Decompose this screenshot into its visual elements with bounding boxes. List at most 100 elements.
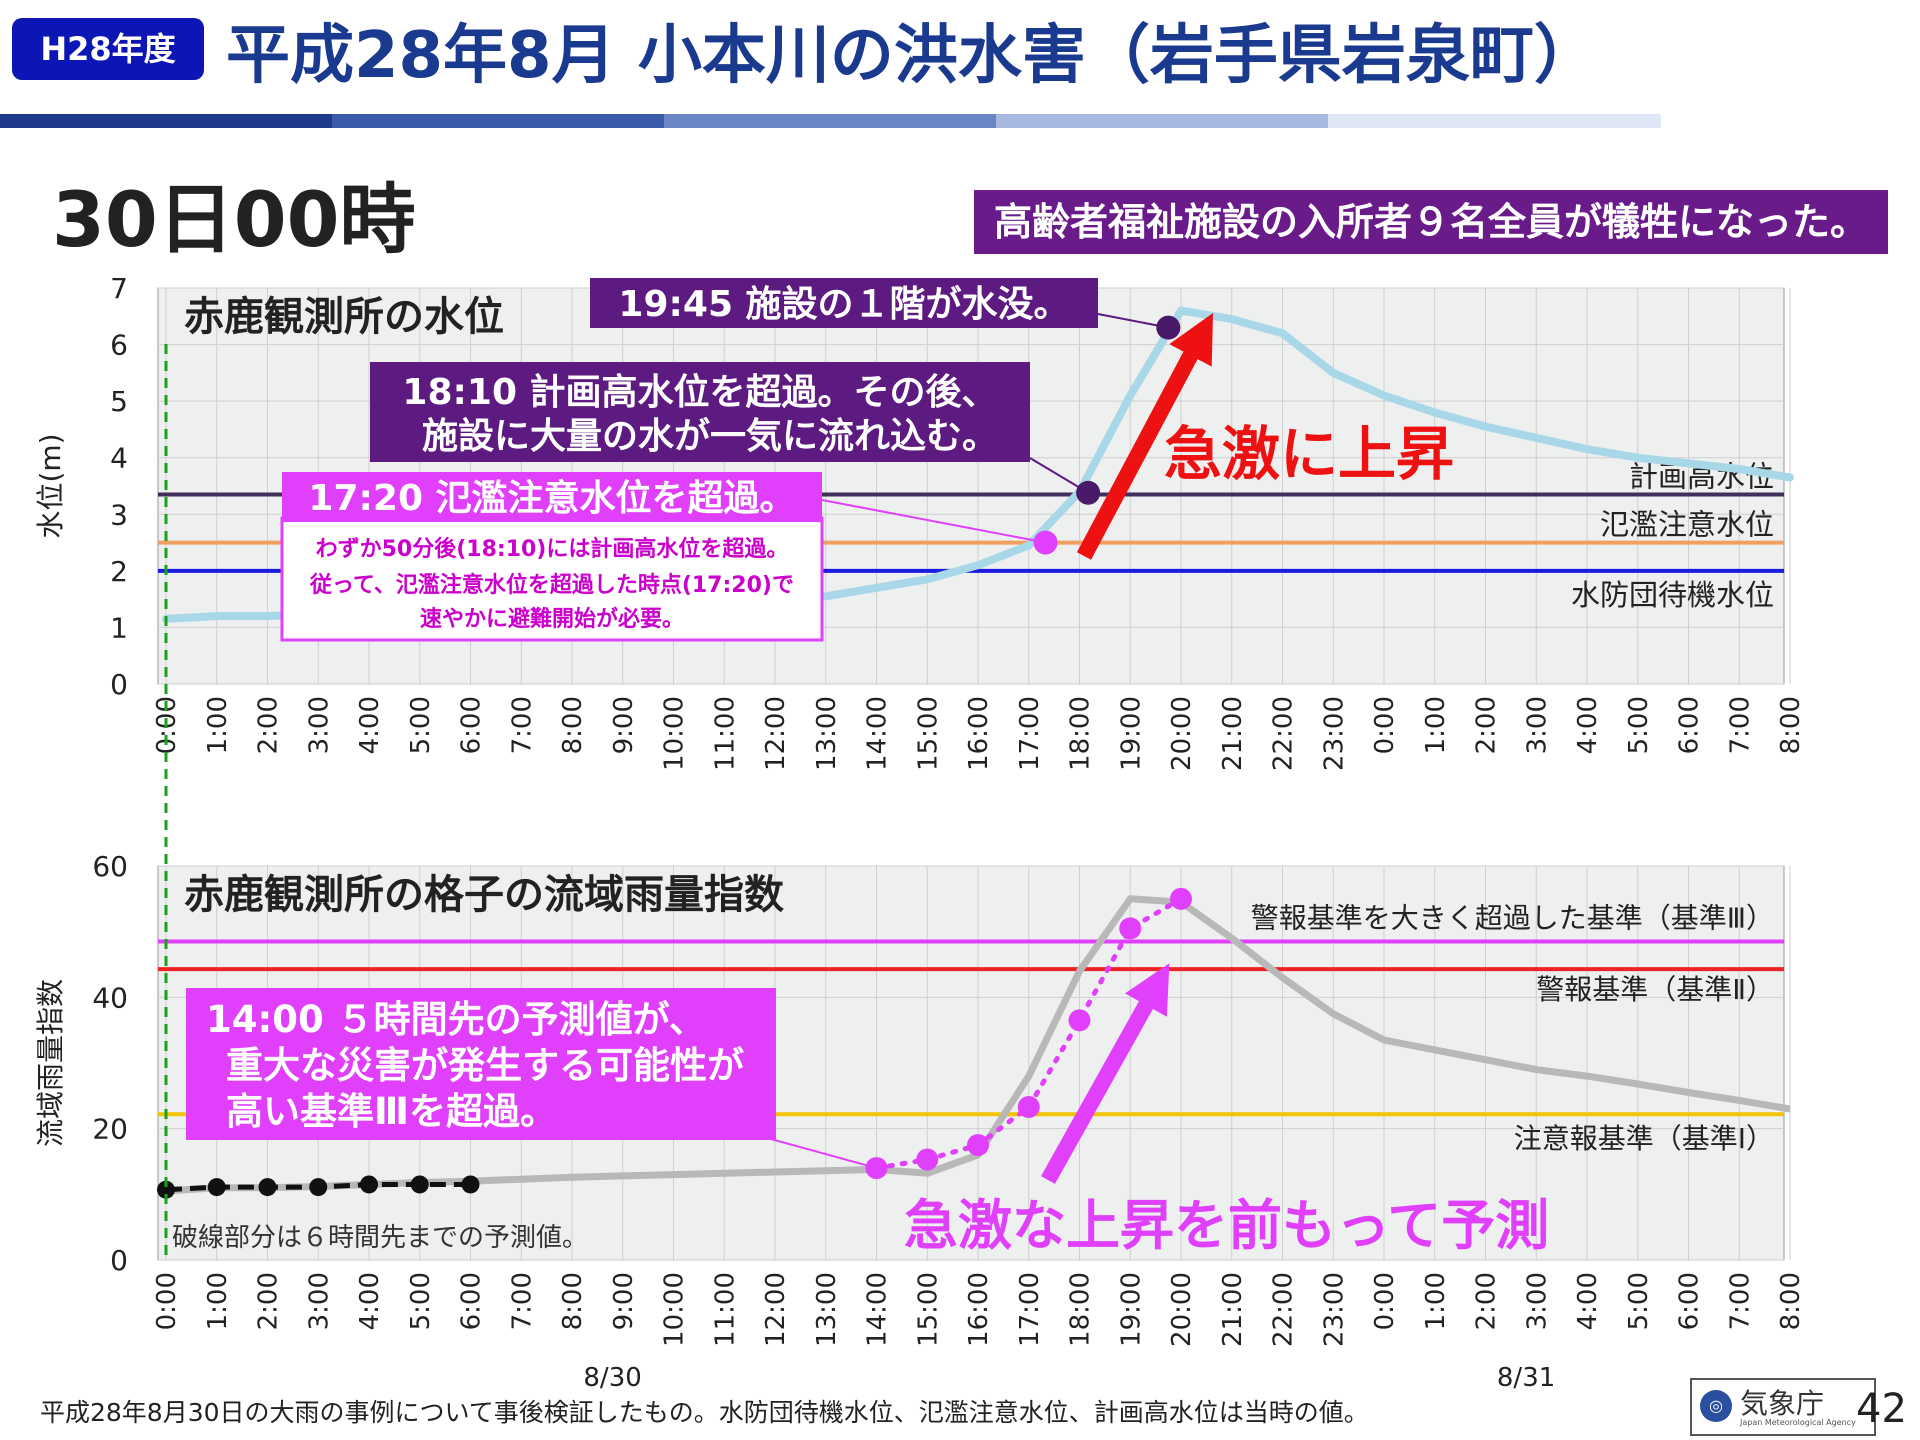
water-xtick-label: 19:00 [1116, 696, 1146, 771]
date-label: 8/30 [583, 1363, 641, 1393]
water-xtick-label: 18:00 [1066, 696, 1096, 771]
water-event-marker [1156, 315, 1181, 340]
rain-xtick-label: 1:00 [203, 1272, 233, 1330]
rain-forecast-0000-point [157, 1180, 175, 1199]
annotation-1945-text: 19:45 施設の１階が水没。 [618, 284, 1069, 325]
water-xtick-label: 17:00 [1015, 696, 1045, 771]
water-xtick-label: 6:00 [1675, 696, 1705, 754]
dashed-forecast-note: 破線部分は６時間先までの予測値。 [172, 1223, 588, 1253]
annotation-1810-text: 18:10 計画高水位を超過。その後、 [402, 372, 997, 413]
rain-xtick-label: 5:00 [406, 1272, 436, 1330]
water-xtick-label: 6:00 [457, 696, 487, 754]
water-xtick-label: 2:00 [1472, 696, 1502, 754]
rain-xtick-label: 3:00 [304, 1272, 334, 1330]
rain-xtick-label: 13:00 [812, 1272, 842, 1347]
rain-xtick-label: 16:00 [964, 1272, 994, 1347]
water-xtick-label: 0:00 [1370, 696, 1400, 754]
water-xtick-label: 14:00 [863, 696, 893, 771]
water-xtick-label: 16:00 [964, 696, 994, 771]
water-xtick-label: 5:00 [1624, 696, 1654, 754]
rain-ytick-label: 20 [92, 1113, 128, 1146]
rain-xtick-label: 5:00 [1624, 1272, 1654, 1330]
predict-arrow [1041, 963, 1170, 1184]
rain-threshold-label: 警報基準（基準Ⅱ） [1536, 973, 1774, 1006]
water-xtick-label: 5:00 [406, 696, 436, 754]
rain-xtick-label: 19:00 [1116, 1272, 1146, 1347]
rain-forecast-0000-point [309, 1178, 328, 1197]
rain-forecast-0000-point [461, 1175, 480, 1194]
rain-y-axis-label: 流域雨量指数 [34, 979, 67, 1147]
water-xtick-label: 10:00 [660, 696, 690, 771]
annotation-1720-box [282, 472, 822, 522]
jma-emblem-icon: ◎ [1700, 1390, 1732, 1422]
water-xtick-label: 11:00 [710, 696, 740, 771]
agency-logo-name: 気象庁 [1740, 1387, 1825, 1420]
header-bar [0, 114, 1661, 128]
annotation-1720-detail-line: 従って、氾濫注意水位を超過した時点(17:20)で [309, 572, 794, 598]
water-xtick-label: 12:00 [761, 696, 791, 771]
rain-xtick-label: 14:00 [863, 1272, 893, 1347]
rain-threshold-label: 注意報基準（基準Ⅰ） [1514, 1122, 1774, 1155]
rise-arrow [1076, 313, 1214, 560]
rain-forecast-1400-point [1017, 1095, 1040, 1118]
rain-xtick-label: 21:00 [1218, 1272, 1248, 1347]
rain-chart-title: 赤鹿観測所の格子の流域雨量指数 [184, 872, 784, 918]
water-ytick-label: 1 [110, 611, 128, 644]
water-xtick-label: 1:00 [203, 696, 233, 754]
rain-xtick-label: 7:00 [1725, 1272, 1755, 1330]
agency-logo-en: Japan Meteorological Agency [1740, 1418, 1856, 1427]
rain-xtick-label: 12:00 [761, 1272, 791, 1347]
annotation-1720-leader [821, 499, 1046, 544]
rain-xtick-label: 3:00 [1522, 1272, 1552, 1330]
annotation-1720-text: 17:20 氾濫注意水位を超過。 [308, 478, 795, 519]
annotation-1720-detail-line: わずか50分後(18:10)には計画高水位を超過。 [316, 536, 789, 562]
time-subtitle: 30日00時 [52, 175, 416, 264]
water-xtick-label: 22:00 [1269, 696, 1299, 771]
predict-label: 急激な上昇を前もって予測 [904, 1194, 1549, 1257]
annotation-1400-text: 高い基準Ⅲを超過。 [226, 1090, 557, 1133]
annotation-1720-detail-box [280, 516, 824, 642]
annotation-1400-text: 重大な災害が発生する可能性が [226, 1044, 744, 1087]
water-xtick-label: 8:00 [1776, 696, 1806, 754]
rain-xtick-label: 18:00 [1066, 1272, 1096, 1347]
rain-xtick-label: 0:00 [152, 1272, 182, 1330]
water-ytick-label: 3 [110, 498, 128, 531]
water-xtick-label: 23:00 [1319, 696, 1349, 771]
water-xtick-label: 2:00 [254, 696, 284, 754]
rain-xtick-label: 10:00 [660, 1272, 690, 1347]
water-xtick-label: 1:00 [1421, 696, 1451, 754]
rain-forecast-1400-point [967, 1134, 989, 1157]
annotation-1400-box [186, 988, 776, 1140]
page-number: 42 [1856, 1386, 1907, 1432]
rain-xtick-label: 0:00 [1370, 1272, 1400, 1330]
rise-label: 急激に上昇 [1164, 420, 1454, 488]
rain-xtick-label: 9:00 [609, 1272, 639, 1330]
rain-xtick-label: 6:00 [1675, 1272, 1705, 1330]
water-xtick-label: 7:00 [507, 696, 537, 754]
water-chart-title: 赤鹿観測所の水位 [184, 294, 504, 340]
header-bar-segment [0, 114, 333, 128]
rain-forecast-1400-point [916, 1148, 939, 1171]
water-xtick-label: 8:00 [558, 696, 588, 754]
rain-xtick-label: 2:00 [1472, 1272, 1502, 1330]
water-event-marker [1033, 530, 1058, 555]
rain-xtick-label: 2:00 [254, 1272, 284, 1330]
annotation-1810-text: 施設に大量の水が一気に流れ込む。 [422, 416, 998, 457]
date-label: 8/31 [1497, 1363, 1555, 1393]
header-bar-segment [1328, 114, 1661, 128]
rain-xtick-label: 11:00 [710, 1272, 740, 1347]
rain-xtick-label: 8:00 [1776, 1272, 1806, 1330]
rain-xtick-label: 20:00 [1167, 1272, 1197, 1347]
rain-xtick-label: 4:00 [355, 1272, 385, 1330]
water-xtick-label: 20:00 [1167, 696, 1197, 771]
water-threshold-label: 水防団待機水位 [1571, 578, 1774, 612]
rain-forecast-0000-point [258, 1178, 277, 1197]
rain-xtick-label: 8:00 [558, 1272, 588, 1330]
water-xtick-label: 15:00 [913, 696, 943, 771]
fiscal-year-badge: H28年度 [12, 18, 204, 80]
water-xtick-label: 3:00 [1522, 696, 1552, 754]
water-xtick-label: 21:00 [1218, 696, 1248, 771]
rain-threshold-label: 警報基準を大きく超過した基準（基準Ⅲ） [1251, 902, 1774, 935]
